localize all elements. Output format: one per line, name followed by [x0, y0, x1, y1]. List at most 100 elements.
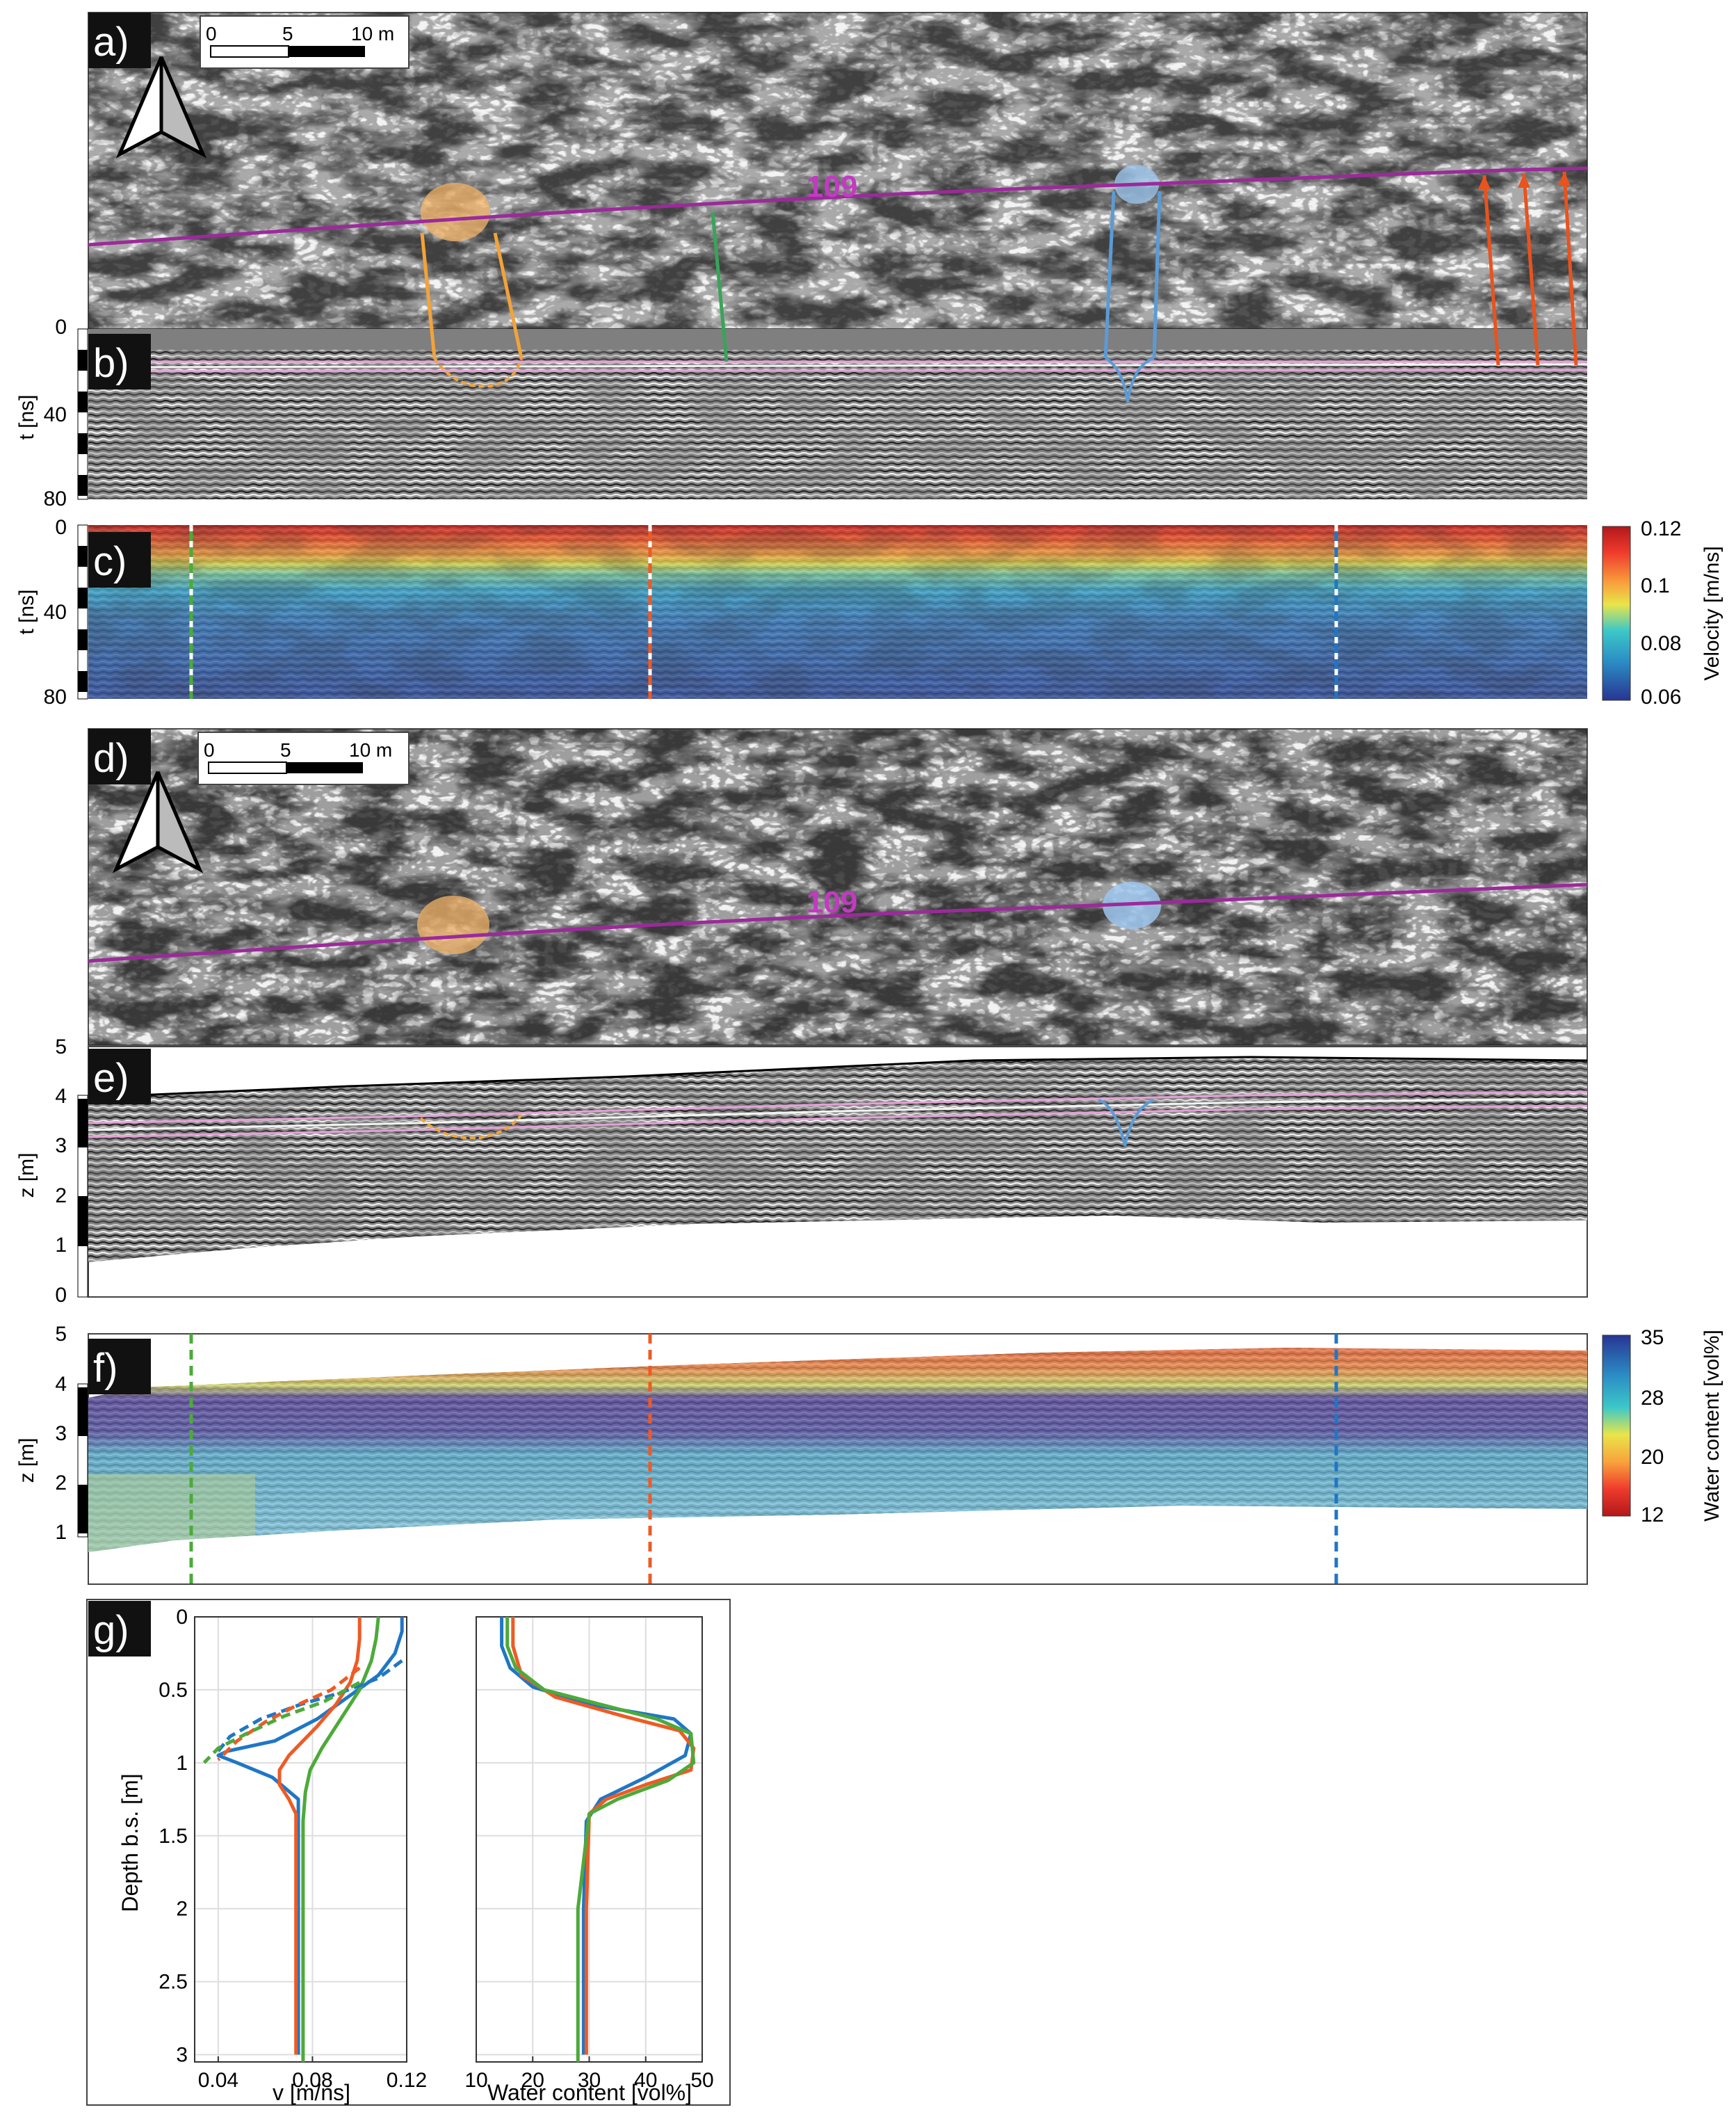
velocity-tick-1: 0.1 — [1641, 574, 1670, 597]
orange-anomaly-a — [421, 183, 490, 241]
scalebar-t2-a: 10 m — [351, 23, 394, 45]
north-arrow-icon-d — [112, 771, 204, 873]
blue-connector-left — [1103, 191, 1116, 359]
orange-connector-right — [493, 232, 524, 359]
scalebar-t0-d: 0 — [204, 739, 215, 761]
profile-label-d: 109 — [806, 885, 857, 919]
panel-b: 0 40 80 t [ns] b) — [15, 171, 1588, 510]
velocity-colorbar — [1602, 526, 1631, 701]
scalebar-box-a — [200, 15, 409, 69]
ylabel-f: z [m] — [15, 1438, 38, 1483]
water-colorbar-title: Water content [vol%] — [1701, 1330, 1723, 1522]
north-arrow-icon-a — [115, 56, 207, 159]
velocity-tick-3: 0.06 — [1641, 686, 1681, 709]
panel-e: 5 4 3 2 1 0 z [m] e) — [15, 1035, 1588, 1307]
tick-c-0: 0 — [55, 516, 67, 539]
series-line-blue — [216, 1617, 404, 2055]
tick-e-2: 2 — [55, 1184, 67, 1207]
red-arrowheads — [1478, 172, 1571, 189]
panel-f: 5 4 3 2 1 z [m] f) 35 28 20 12 Water con… — [15, 1323, 1723, 1585]
panel-label-g: g) — [93, 1608, 129, 1653]
red-arrow-1 — [1482, 175, 1500, 366]
water-tick-1: 28 — [1641, 1387, 1664, 1410]
x-tick-label: 0.12 — [387, 2069, 427, 2092]
red-arrow-3 — [1562, 171, 1578, 366]
panel-label-box-c — [88, 532, 151, 588]
water-tick-2: 20 — [1641, 1446, 1664, 1469]
blue-trough-b — [1104, 357, 1155, 403]
scalebar-white-a — [210, 45, 289, 58]
orange-trough-b — [433, 357, 523, 388]
y-tick-label: 2.5 — [159, 1971, 188, 1994]
panel-d: 109 0 5 10 m d) — [88, 728, 1588, 1046]
velocity-colorbar-title: Velocity [m/ns] — [1701, 546, 1723, 680]
tick-f-4: 4 — [55, 1373, 67, 1396]
panel-label-a: a) — [93, 19, 129, 65]
x-tick-label: 20 — [521, 2069, 544, 2092]
panel-label-box-b — [88, 334, 151, 389]
panel-frame-g — [86, 1599, 731, 2106]
tick-f-1: 1 — [55, 1521, 67, 1544]
tick-e-3: 3 — [55, 1134, 67, 1157]
panel-label-box-a — [88, 13, 151, 68]
scalebar-t1-d: 5 — [280, 739, 291, 761]
blue-connector-right — [1152, 191, 1162, 359]
profile-label-a: 109 — [806, 170, 857, 204]
ylabel-b: t [ns] — [15, 394, 38, 440]
scalebar-t1-a: 5 — [282, 23, 293, 45]
panel-label-box-e — [88, 1049, 151, 1104]
radargram-texture-b — [88, 329, 1587, 499]
blue-trough-e — [1098, 1099, 1155, 1147]
panel-label-e: e) — [93, 1056, 129, 1101]
orange-connector-left — [420, 232, 437, 359]
scalebar-black-a — [289, 46, 365, 57]
panel-a: 109 0 5 10 m a) — [88, 12, 1588, 330]
velocity-profile-plot: 0.04 0.08 0.12 0 0.5 1 1.5 2 2.5 3 — [159, 1606, 427, 2092]
water-tick-3: 12 — [1641, 1504, 1664, 1526]
tick-e-5: 5 — [55, 1035, 67, 1058]
panel-label-box-d — [88, 729, 151, 784]
profile-line-d — [88, 882, 1588, 963]
scalebar-white-d — [208, 761, 287, 774]
tick-f-5: 5 — [55, 1323, 67, 1346]
radargram-air-b — [88, 329, 1587, 350]
water-colorbar — [1602, 1335, 1631, 1517]
axis-strip-b — [77, 328, 88, 500]
plot-axes-frame — [194, 1616, 407, 2063]
panel-label-c: c) — [93, 539, 127, 584]
tick-b-80: 80 — [44, 487, 67, 510]
tick-f-2: 2 — [55, 1472, 67, 1494]
water-content-profile-plot: 10 20 30 40 50 — [464, 1616, 714, 2092]
series-line-green-dashed — [202, 1681, 361, 1764]
reflector-white-b — [88, 363, 1588, 369]
x-tick-label: 10 — [464, 2069, 487, 2092]
tick-b-0: 0 — [55, 316, 67, 339]
y-tick-label: 3 — [176, 2044, 188, 2067]
tick-e-4: 4 — [55, 1085, 67, 1108]
orange-anomaly-d — [417, 896, 489, 954]
panel-label-f: f) — [93, 1346, 117, 1391]
scalebar-box-d — [197, 732, 409, 785]
x-tick-label: 0.08 — [292, 2069, 332, 2092]
x-tick-label: 40 — [634, 2069, 657, 2092]
red-arrow-2 — [1522, 173, 1540, 366]
velocity-tick-2: 0.08 — [1641, 632, 1681, 655]
reflector-pink-1-e — [88, 1090, 1588, 1124]
tick-c-40: 40 — [44, 601, 67, 624]
tick-b-40: 40 — [44, 403, 67, 426]
scalebar-t0-a: 0 — [206, 23, 217, 45]
series-line-green — [301, 1616, 380, 2062]
profile-line-a — [88, 166, 1588, 247]
panel-label-b: b) — [93, 341, 129, 386]
tick-c-80: 80 — [44, 686, 67, 709]
tick-f-3: 3 — [55, 1422, 67, 1445]
reflector-pink-2-e — [88, 1104, 1588, 1138]
green-connector — [711, 211, 729, 362]
x-tick-label: 30 — [578, 2069, 601, 2092]
g-xlabel-water: Water content [vol%] — [487, 2080, 692, 2105]
g-xlabel-velocity: v [m/ns] — [273, 2080, 350, 2105]
x-tick-label: 50 — [690, 2069, 713, 2092]
tick-e-0: 0 — [55, 1284, 67, 1307]
y-tick-label: 0 — [176, 1606, 188, 1629]
